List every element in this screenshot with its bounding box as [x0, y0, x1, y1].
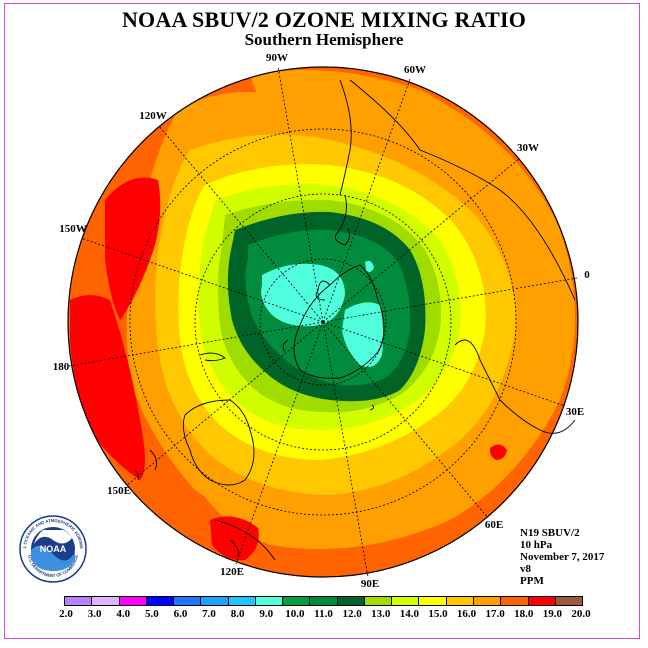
colorbar-tick-label: 18.0 — [514, 608, 534, 620]
lon-label-120w: 120W — [139, 110, 167, 122]
colorbar-tick-label: 14.0 — [399, 608, 419, 620]
colorbar-swatch — [364, 597, 393, 605]
colorbar-swatch — [92, 597, 120, 605]
colorbar-swatch — [65, 597, 93, 605]
colorbar-swatch — [283, 597, 311, 605]
info-date: November 7, 2017 — [520, 551, 605, 563]
colorbar-ticks: 2.0 3.0 4.0 5.0 6.0 7.0 8.0 9.0 10.0 11.0 12.0 13.0… — [0, 608, 648, 622]
colorbar-tick-label: 3.0 — [87, 608, 102, 620]
colorbar-tick-label: 5.0 — [144, 608, 159, 620]
colorbar-swatch — [419, 597, 447, 605]
info-level: 10 hPa — [520, 539, 553, 551]
antarctica-coast — [293, 264, 385, 379]
colorbar-swatch — [392, 597, 420, 605]
lon-label-90w: 90W — [266, 52, 288, 64]
colorbar-tick-label: 10.0 — [285, 608, 305, 620]
colorbar-swatch — [337, 597, 365, 605]
band-9-10-small — [365, 260, 374, 273]
info-instrument: N19 SBUV/2 — [520, 527, 580, 539]
info-panel: N19 SBUV/2 10 hPa November 7, 2017 v8 PP… — [520, 527, 604, 587]
colorbar-swatch — [528, 597, 556, 605]
map-title: NOAA SBUV/2 OZONE MIXING RATIO — [121, 7, 527, 32]
colorbar — [64, 596, 583, 606]
colorbar-tick-label: 4.0 — [116, 608, 131, 620]
coastlines — [134, 79, 576, 561]
lon-label-0: 0 — [584, 269, 590, 281]
colorbar-tick-label: 2.0 — [59, 608, 73, 620]
africa-coast — [454, 339, 576, 434]
info-version: v8 — [520, 563, 531, 575]
max-region-120e — [210, 516, 259, 561]
colorbar-swatch — [501, 597, 529, 605]
colorbar-swatch — [228, 597, 256, 605]
lon-label-60e: 60E — [485, 519, 503, 531]
lon-label-30w: 30W — [517, 142, 539, 154]
colorbar-tick-label: 6.0 — [173, 608, 188, 620]
info-units: PPM — [520, 575, 544, 587]
australia-coast — [182, 399, 255, 486]
lon-label-180: 180 — [53, 361, 70, 373]
colorbar-swatch — [174, 597, 202, 605]
colorbar-swatch — [119, 597, 147, 605]
max-region-150w — [105, 177, 161, 320]
colorbar-tick-label: 13.0 — [371, 608, 391, 620]
longitude-labels: 90W 60W 30W 0 30E 60E 90E 120E 150E 180 … — [53, 52, 591, 590]
graticule — [68, 66, 578, 578]
band-9-10-west — [261, 263, 345, 327]
band-9-10-east — [342, 302, 384, 368]
colorbar-tick-label: 16.0 — [456, 608, 477, 620]
lon-label-150e: 150E — [107, 485, 131, 497]
colorbar-tick-label: 19.0 — [542, 608, 562, 620]
colorbar-tick-label: 15.0 — [428, 608, 448, 620]
asia-coast — [214, 519, 276, 561]
colorbar-swatch — [473, 597, 502, 605]
colorbar-swatch — [146, 597, 175, 605]
logo-text: NOAA — [40, 544, 67, 554]
colorbar-tick-label: 7.0 — [202, 608, 216, 620]
map-subtitle: Southern Hemisphere — [244, 30, 404, 49]
colorbar-tick-label: 17.0 — [485, 608, 505, 620]
colorbar-swatch — [255, 597, 284, 605]
colorbar-tick-label: 20.0 — [571, 608, 591, 620]
colorbar-swatch — [555, 597, 583, 605]
lon-label-60w: 60W — [404, 64, 426, 76]
colorbar-swatch — [201, 597, 229, 605]
figure-frame — [4, 3, 640, 639]
lon-label-90e: 90E — [361, 578, 379, 590]
colorbar-tick-label: 8.0 — [230, 608, 245, 620]
colorbar-tick-label: 11.0 — [314, 608, 333, 620]
colorbar-tick-label: 9.0 — [259, 608, 274, 620]
lon-label-30e: 30E — [566, 406, 584, 418]
max-region-180 — [70, 295, 145, 480]
noaa-logo: NATIONAL OCEANIC AND ATMOSPHERIC ADMINIS… — [18, 514, 87, 583]
colorbar-swatch — [310, 597, 338, 605]
colorbar-tick-label: 12.0 — [342, 608, 362, 620]
lon-label-150w: 150W — [59, 223, 87, 235]
map-boundary — [67, 66, 579, 578]
south-america-coast — [334, 194, 350, 246]
max-region-45e — [489, 444, 507, 460]
colorbar-swatch — [446, 597, 474, 605]
lon-label-120e: 120E — [220, 566, 244, 578]
